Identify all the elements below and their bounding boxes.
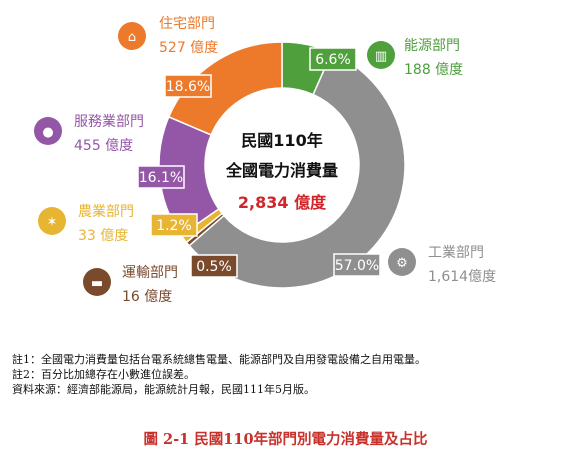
- badge-bg-agriculture: [150, 213, 198, 237]
- sector-value-agriculture: 33 億度: [78, 228, 128, 244]
- sector-value-industry: 1,614億度: [428, 269, 496, 285]
- footnote-2: 註2：百分比加總存在小數進位誤差。: [12, 368, 195, 381]
- factory-icon: [367, 41, 395, 69]
- percent-label-residential: 18.6%: [166, 79, 210, 95]
- figure-caption: 圖 2-1 民國110年部門別電力消費量及占比: [143, 431, 428, 448]
- sector-value-transport: 16 億度: [122, 289, 172, 305]
- wheat-icon-glyph: ✶: [47, 215, 58, 230]
- sector-name-transport: 運輸部門: [122, 265, 178, 281]
- center-total: 2,834 億度: [238, 193, 327, 212]
- badge-bg-service: [137, 165, 185, 189]
- person-icon: [34, 117, 62, 145]
- house-icon: [118, 22, 146, 50]
- sector-name-service: 服務業部門: [74, 114, 144, 130]
- percent-label-transport: 0.5%: [196, 259, 232, 275]
- sector-value-energy: 188 億度: [404, 62, 463, 78]
- wheat-icon: [38, 207, 66, 235]
- car-icon-glyph: ▬: [91, 276, 103, 291]
- footnotes: 註1：全國電力消費量包括台電系統總售電量、能源部門及自用發電設備之自用電量。 註…: [12, 352, 562, 397]
- person-icon-glyph: ●: [42, 125, 53, 140]
- factory-icon-glyph: ▥: [375, 49, 387, 64]
- center-title: 全國電力消費量: [225, 161, 338, 180]
- percent-label-agriculture: 1.2%: [156, 218, 192, 234]
- source-note: 資料來源：經濟部能源局，能源統計月報，民國111年5月版。: [12, 383, 315, 396]
- sector-labels: ▥ 能源部門 188 億度 ⚙ 工業部門 1,614億度 ▬ 運輸部門 16 億度 ✶ 農業部門 33…: [34, 16, 496, 305]
- donut-hole: [205, 88, 359, 242]
- badge-bg-industry: [333, 253, 381, 277]
- sector-value-residential: 527 億度: [159, 40, 218, 56]
- percent-label-service: 16.1%: [139, 170, 183, 186]
- sector-name-residential: 住宅部門: [159, 16, 215, 32]
- sector-name-energy: 能源部門: [404, 38, 460, 54]
- house-icon-glyph: ⌂: [128, 30, 136, 45]
- footnote-1: 註1：全國電力消費量包括台電系統總售電量、能源部門及自用發電設備之自用電量。: [12, 353, 426, 366]
- badge-bg-energy: [309, 47, 357, 71]
- sector-name-industry: 工業部門: [428, 245, 484, 261]
- badge-bg-residential: [164, 74, 212, 98]
- donut-chart: 民國110年 全國電力消費量 2,834 億度 6.6% 57.0% 0.5% 1.2…: [34, 16, 496, 305]
- gears-icon: [388, 248, 416, 276]
- percent-label-energy: 6.6%: [315, 52, 351, 68]
- badge-bg-transport: [190, 254, 238, 278]
- percent-badges: 6.6% 57.0% 0.5% 1.2% 16.1% 18.6%: [137, 47, 381, 278]
- gears-icon-glyph: ⚙: [396, 256, 408, 271]
- sector-name-agriculture: 農業部門: [78, 204, 134, 220]
- sector-value-service: 455 億度: [74, 138, 133, 154]
- center-year: 民國110年: [241, 131, 322, 150]
- car-icon: [83, 268, 111, 296]
- percent-label-industry: 57.0%: [335, 258, 379, 274]
